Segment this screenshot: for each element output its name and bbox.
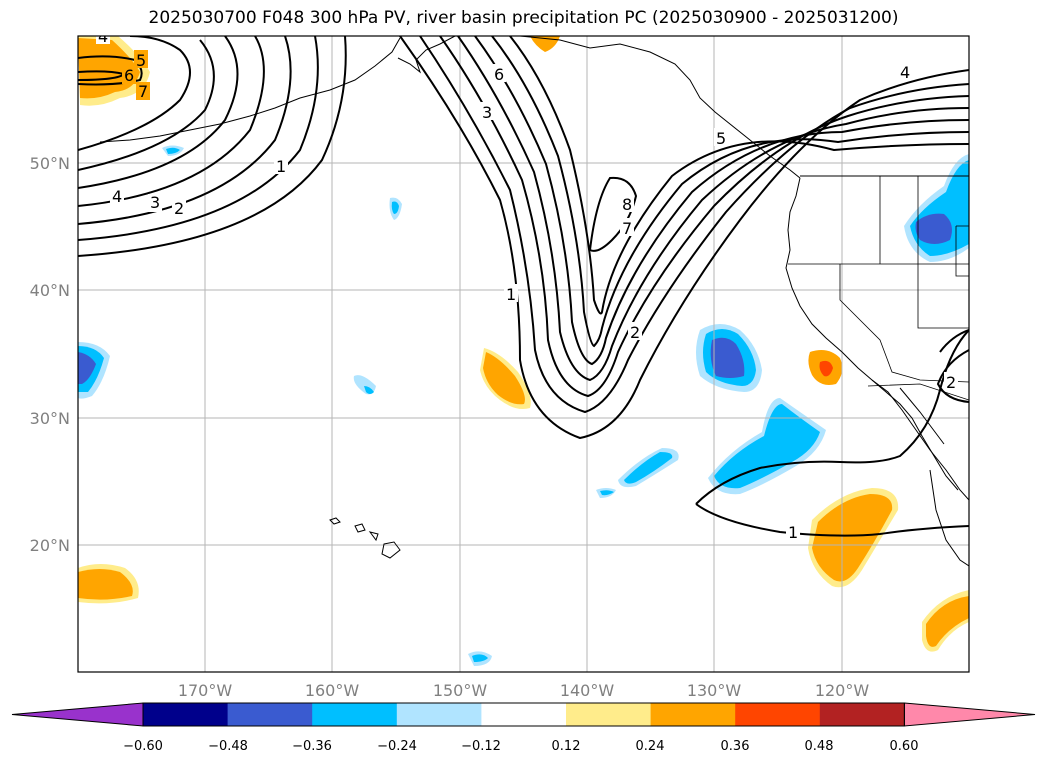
colorbar-tick-label: 0.60 [890,739,919,754]
lat-tick-label: 50°N [30,154,70,173]
lon-tick-label: 170°W [178,681,233,700]
lon-tick-label: 120°W [815,681,870,700]
chart-title: 2025030700 F048 300 hPa PV, river basin … [148,8,899,28]
contour-label: 7 [138,82,148,101]
contour-label: 4 [98,27,108,46]
contour-label: 2 [946,373,956,392]
colorbar-tick-labels: −0.60 −0.48 −0.36 −0.24 −0.12 0.12 0.24 … [123,739,918,754]
colorbar-outline [142,702,905,727]
contour-label: 7 [622,219,632,238]
colorbar-segment [396,703,482,726]
contour-label: 2 [630,323,640,342]
colorbar-tick-label: −0.12 [461,739,501,754]
lon-tick-label: 140°W [560,681,615,700]
lat-tick-label: 30°N [30,409,70,428]
lat-tick-label: 20°N [30,536,70,555]
colorbar-extend-min [11,702,144,727]
colorbar-segment [650,703,736,726]
contour-label: 8 [622,195,632,214]
colorbar-tick-label: −0.60 [123,739,163,754]
colorbar-tick-label: 0.12 [552,739,581,754]
contour-label: 4 [112,187,122,206]
colorbar-segment [481,703,567,726]
contour-label: 4 [900,63,910,82]
colorbar [11,702,1036,727]
pv-contours [78,36,969,537]
lon-tick-label: 130°W [687,681,742,700]
contour-label: 1 [506,285,516,304]
contour-label: 2 [174,199,184,218]
colorbar-tick-label: −0.24 [377,739,417,754]
colorbar-segment [143,703,229,726]
colorbar-tick-label: −0.48 [208,739,248,754]
contour-label: 5 [716,129,726,148]
contour-label: 3 [482,103,492,122]
lon-tick-label: 160°W [305,681,360,700]
map-area: 4 5 6 7 1 4 3 2 6 3 1 8 7 2 [78,27,969,672]
longitude-tick-labels: 170°W 160°W 150°W 140°W 130°W 120°W [178,681,870,700]
coastlines [99,36,969,567]
positive-precip-anomalies [78,36,969,652]
contour-label: 6 [494,65,504,84]
colorbar-segment [735,703,821,726]
latitude-tick-labels: 50°N 40°N 30°N 20°N [30,154,70,555]
colorbar-segment [566,703,652,726]
colorbar-extend-max [903,702,1036,727]
contour-label: 3 [150,193,160,212]
contour-label: 6 [124,66,134,85]
contour-label: 1 [788,523,798,542]
lat-tick-label: 40°N [30,281,70,300]
colorbar-segment [819,703,905,726]
colorbar-segment [312,703,398,726]
contour-labels: 4 5 6 7 1 4 3 2 6 3 1 8 7 2 [96,27,958,542]
colorbar-tick-label: −0.36 [292,739,332,754]
negative-precip-anomalies [78,145,969,666]
colorbar-tick-label: 0.24 [636,739,665,754]
colorbar-tick-label: 0.48 [805,739,834,754]
map-frame [77,35,970,673]
colorbar-segment [227,703,313,726]
contour-label: 1 [276,157,286,176]
contour-label: 5 [136,51,146,70]
colorbar-tick-label: 0.36 [721,739,750,754]
lon-tick-label: 150°W [433,681,488,700]
